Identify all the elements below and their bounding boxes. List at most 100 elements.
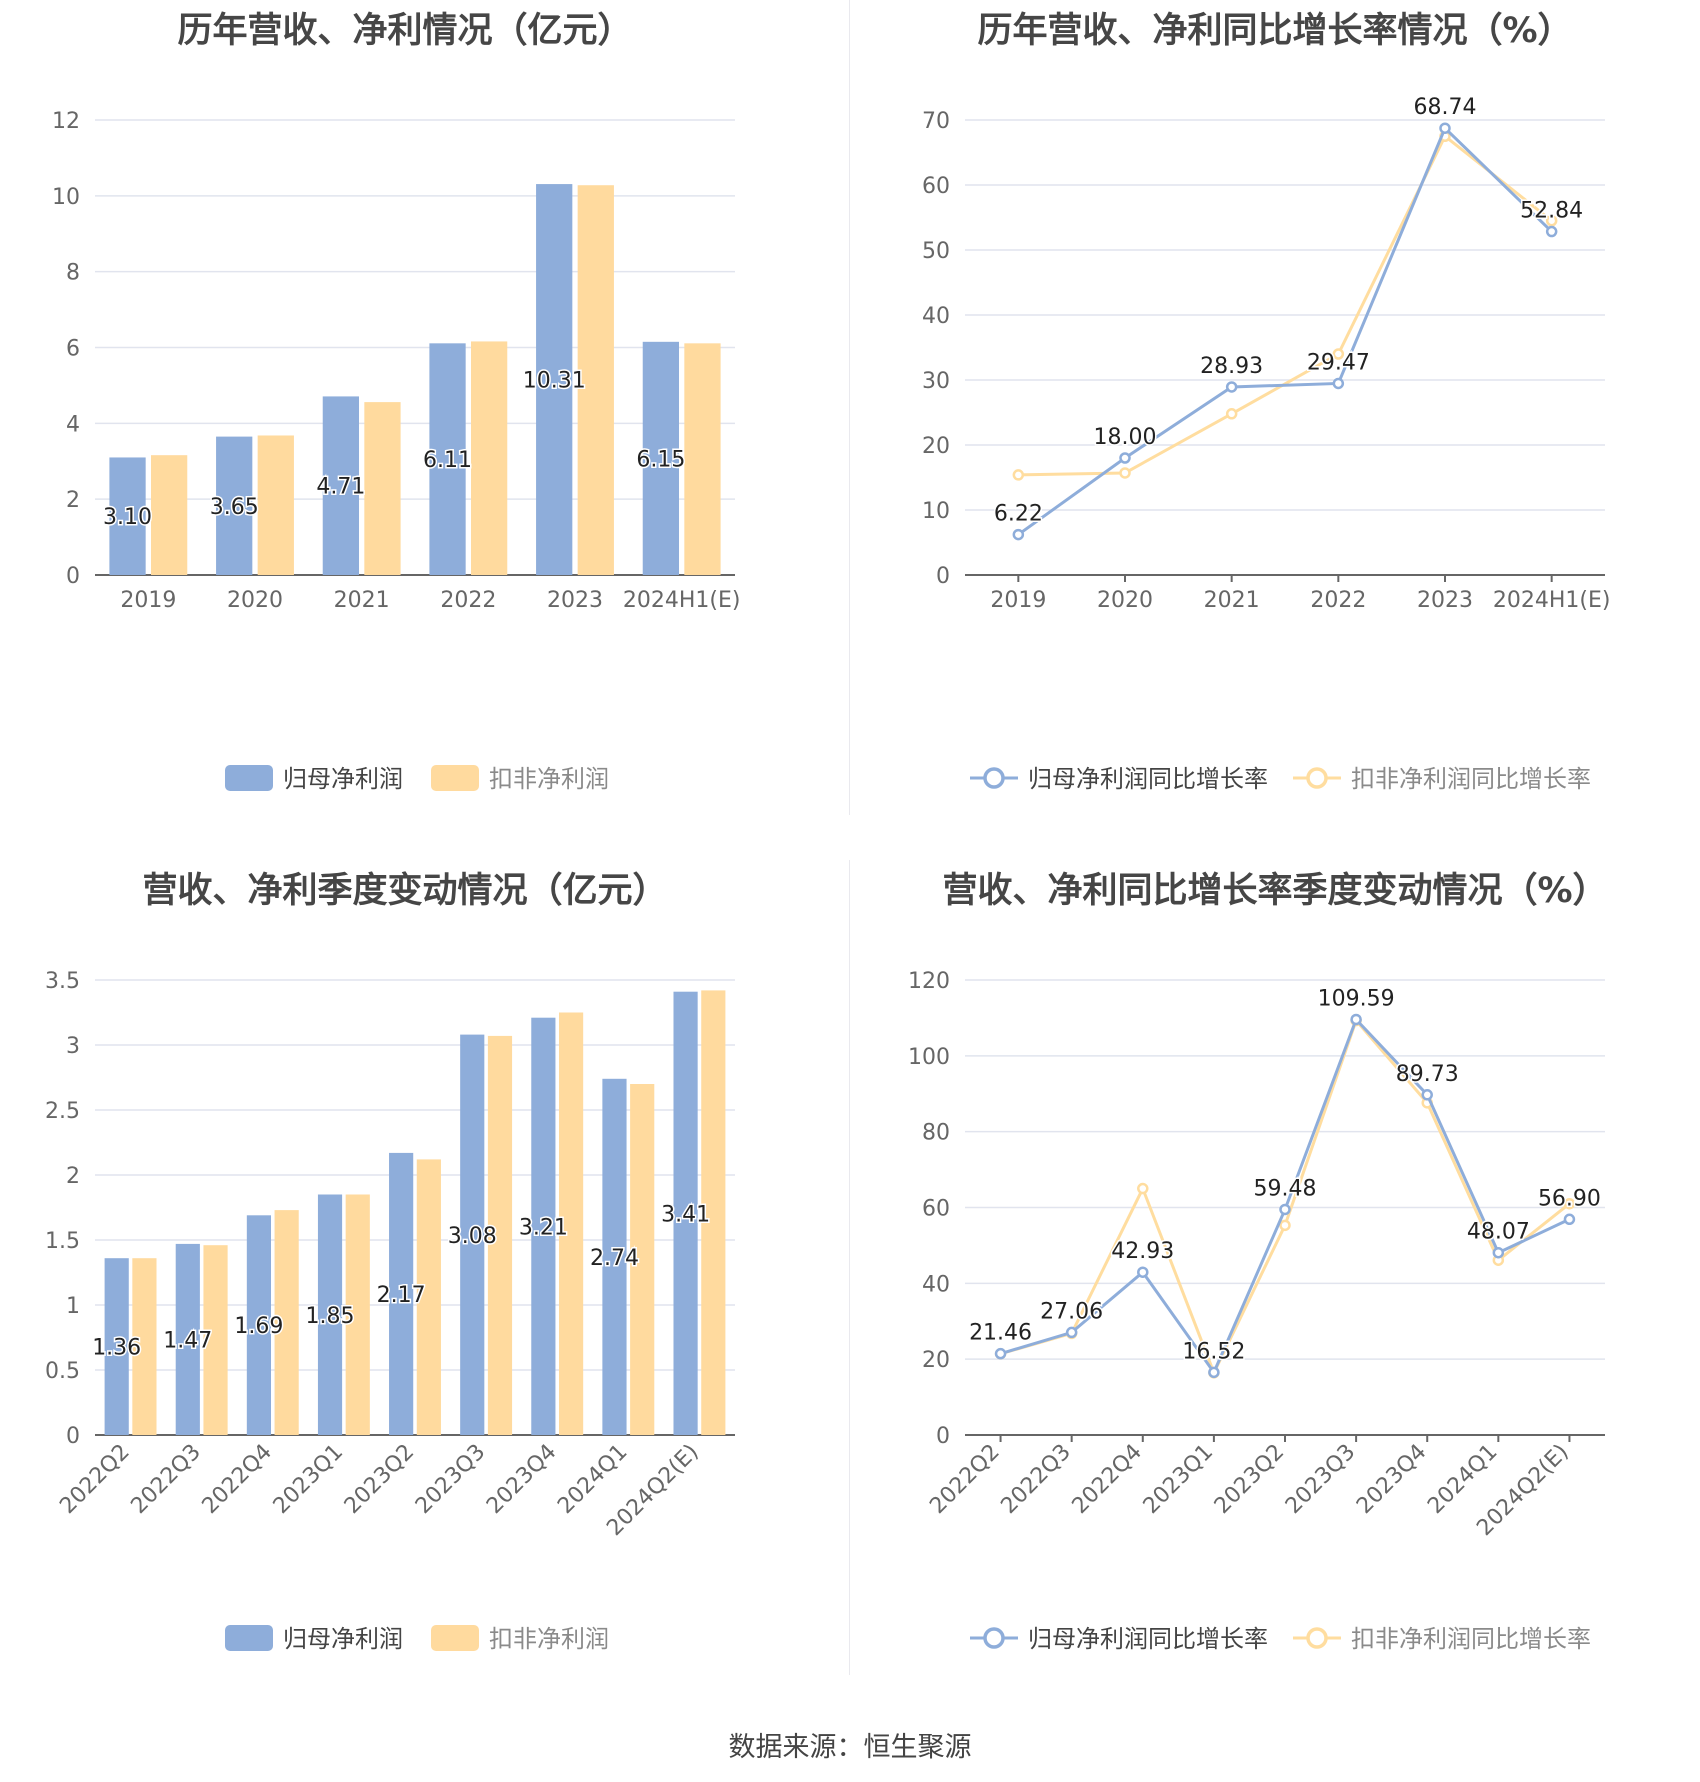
series-point [1137, 1182, 1149, 1195]
data-label: 4.71 [316, 475, 365, 500]
data-label: 6.15 [636, 447, 685, 472]
legend-swatches: 归母净利润同比增长率 扣非净利润同比增长率 [970, 765, 1591, 793]
y-tick-label: 2.5 [45, 1099, 80, 1124]
data-label: 2.17 [377, 1283, 426, 1308]
data-label: 1.69 [234, 1314, 283, 1339]
series-point [1350, 1013, 1362, 1026]
y-tick-label: 10 [922, 499, 950, 524]
series-point [1012, 528, 1025, 541]
y-tick-label: 0 [936, 1424, 950, 1449]
y-tick-label: 70 [922, 109, 950, 134]
legend: 归母净利润同比增长率 扣非净利润同比增长率 [970, 760, 1591, 802]
series-point [1421, 1089, 1433, 1101]
legend-swatch-marker [983, 767, 1005, 789]
y-tick-label: 50 [922, 239, 950, 264]
y-tick-label: 0 [936, 564, 950, 589]
bar-deducted-net-profit [257, 435, 294, 575]
x-tick-label: 2022Q4 [198, 1440, 277, 1519]
bar-deducted-net-profit [630, 1084, 655, 1435]
annual-profit-bar-chart: 0 2 4 6 8 10 12 2019 2020 2021 2022 2023 2024H1(E) 3.… [52, 109, 740, 613]
data-label: 10.31 [523, 369, 586, 394]
series-point [1279, 1203, 1291, 1216]
x-tick-label: 2023Q4 [482, 1440, 561, 1519]
x-tick-label: 2022 [440, 588, 496, 613]
bar-deducted-net-profit [701, 990, 726, 1435]
bar-deducted-net-profit [132, 1258, 157, 1435]
y-tick-label: 60 [922, 174, 950, 199]
legend: 归母净利润 扣非净利润 [225, 1620, 625, 1662]
chart-title: 营收、净利季度变动情况（亿元） [142, 871, 668, 911]
legend-label: 扣非净利润 [489, 765, 609, 793]
series-point [1225, 408, 1238, 420]
y-tick-label: 1 [66, 1294, 80, 1319]
x-tick-label: 2023 [547, 588, 603, 613]
series-point [1225, 381, 1238, 393]
data-label: 2.74 [590, 1246, 639, 1271]
data-label: 109.59 [1318, 986, 1395, 1011]
data-label: 6.11 [423, 448, 472, 473]
legend-label: 归母净利润 [283, 1625, 403, 1653]
bar-parent-net-profit [216, 436, 253, 575]
y-tick-label: 0 [66, 564, 80, 589]
bar-parent-net-profit [673, 991, 698, 1435]
x-tick-label: 2020 [227, 588, 283, 613]
bar-deducted-net-profit [684, 343, 721, 575]
series-point [1492, 1246, 1505, 1259]
bar-deducted-net-profit [203, 1245, 228, 1435]
series-point [1012, 469, 1025, 481]
bar-deducted-net-profit [416, 1159, 441, 1435]
legend-swatch-marker [983, 1627, 1005, 1649]
legend-swatch [431, 765, 479, 791]
x-tick-label: 2019 [120, 588, 176, 613]
legend-label: 扣非净利润同比增长率 [1351, 1625, 1590, 1653]
bar-deducted-net-profit [151, 455, 188, 575]
divider [849, 860, 850, 1675]
bar-parent-net-profit [460, 1034, 485, 1435]
data-label: 1.36 [92, 1336, 141, 1361]
bar-parent-net-profit [104, 1258, 129, 1435]
data-label: 3.10 [103, 505, 152, 530]
y-tick-label: 3.5 [45, 969, 80, 994]
x-tick-label: 2020 [1097, 588, 1153, 613]
x-tick-label: 2022Q3 [996, 1440, 1075, 1519]
chart-title: 营收、净利同比增长率季度变动情况（%） [942, 871, 1608, 911]
series-point [1119, 452, 1131, 464]
x-tick-label: 2022Q3 [126, 1440, 205, 1519]
x-tick-label: 2023Q4 [1352, 1440, 1431, 1519]
x-tick-label: 2021 [1204, 588, 1260, 613]
y-tick-label: 20 [922, 1348, 950, 1373]
quarterly-growth-line-chart: 0204060801001202022Q22022Q32022Q42023Q12… [908, 969, 1605, 1541]
bar-parent-net-profit [531, 1017, 556, 1435]
data-label: 21.46 [969, 1321, 1032, 1346]
legend-label: 归母净利润同比增长率 [1028, 765, 1268, 793]
x-tick-label: 2023 [1417, 588, 1473, 613]
x-tick-label: 2022 [1310, 588, 1366, 613]
data-label: 3.41 [661, 1202, 710, 1227]
y-tick-label: 10 [52, 185, 80, 210]
legend: 归母净利润同比增长率 扣非净利润同比增长率 [970, 1620, 1591, 1662]
bar-deducted-net-profit [577, 185, 614, 575]
data-label: 42.93 [1111, 1239, 1174, 1264]
y-tick-label: 20 [922, 434, 950, 459]
x-tick-label: 2023Q2 [1210, 1440, 1289, 1519]
data-label: 28.93 [1200, 354, 1263, 379]
legend-swatch-marker [1306, 767, 1328, 789]
y-tick-label: 60 [922, 1197, 950, 1222]
series-point [1545, 225, 1558, 238]
bar-parent-net-profit [317, 1194, 343, 1435]
legend-label: 扣非净利润同比增长率 [1351, 765, 1590, 793]
bar-deducted-net-profit [345, 1194, 370, 1435]
legend-swatches: 归母净利润 扣非净利润 [225, 1625, 609, 1653]
series-point [1279, 1219, 1291, 1232]
y-tick-label: 2 [66, 488, 80, 513]
series-point [1332, 377, 1345, 390]
data-label: 68.74 [1414, 95, 1477, 120]
series-point [1563, 1197, 1576, 1210]
annual-profit-panel: 历年营收、净利情况（亿元） 0 2 4 6 8 10 12 2019 2020 2021 2022 2… [0, 0, 850, 860]
y-tick-label: 80 [922, 1121, 950, 1146]
legend-swatch [225, 1625, 273, 1651]
legend-swatch [431, 1625, 479, 1651]
bar-parent-net-profit [322, 396, 359, 575]
quarterly-profit-bar-chart: 0 0.5 1 1.5 2 2.5 3 3.5 2022Q22022Q32022Q42023Q1… [45, 969, 735, 1541]
legend-swatches: 归母净利润 扣非净利润 [225, 765, 609, 793]
